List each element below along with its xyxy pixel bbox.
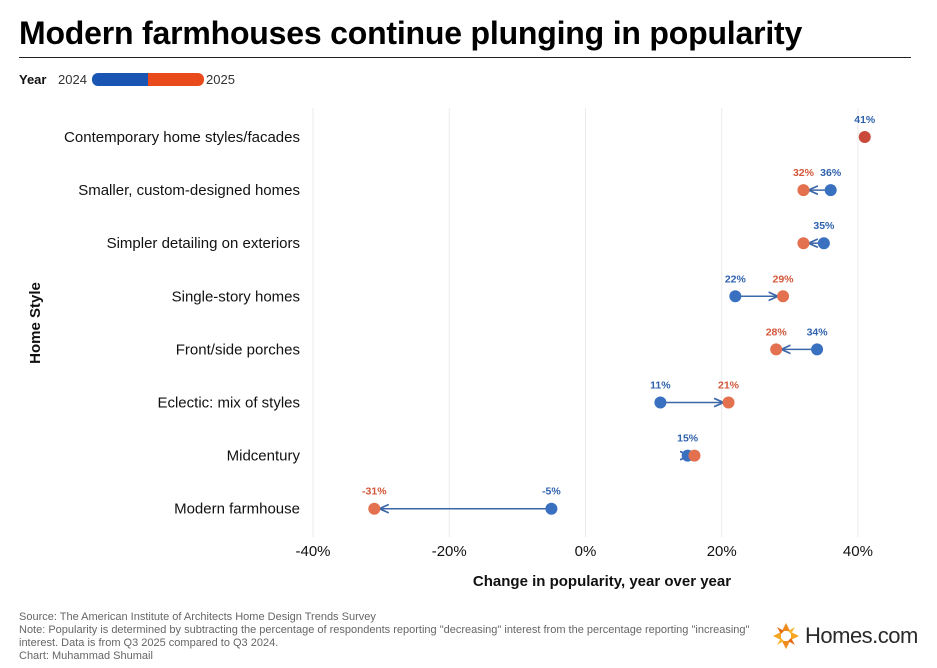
data-label-2024: 22%: [725, 273, 747, 285]
x-tick-label: 40%: [843, 543, 873, 560]
point-2025: [688, 449, 701, 462]
x-tick-label: -20%: [432, 543, 467, 560]
homes-com-logo-icon: [773, 623, 799, 649]
data-label-2024: -5%: [542, 486, 561, 498]
chart-credit: Chart: Muhammad Shumail: [19, 650, 153, 662]
legend-label-2025: 2025: [206, 72, 235, 87]
data-label-2025: 32%: [793, 167, 815, 179]
point-2024: [824, 184, 837, 197]
point-2025: [858, 131, 871, 143]
y-category-label: Eclectic: mix of styles: [157, 395, 300, 412]
data-label-2025: 41%: [854, 114, 876, 126]
y-category-label: Simpler detailing on exteriors: [107, 235, 300, 252]
data-label-2025: 29%: [773, 273, 795, 285]
y-category-label: Midcentury: [227, 448, 301, 465]
y-category-label: Contemporary home styles/facades: [64, 129, 300, 146]
point-2024: [817, 237, 830, 250]
data-label-2025: -31%: [362, 486, 387, 498]
logo-text: Homes.com: [805, 623, 918, 648]
data-label-2024: 35%: [813, 220, 835, 232]
data-label-2024: 34%: [807, 326, 829, 338]
legend-title: Year: [19, 72, 47, 87]
data-label-2024: 11%: [650, 380, 671, 392]
dumbbell-chart: -40% -20% 0% 20% 40% Change in popularity, ye…: [27, 108, 876, 590]
y-axis-title: Home Style: [27, 282, 44, 364]
footer: Source: The American Institute of Archit…: [19, 611, 759, 663]
legend-swatch-2025: [148, 73, 204, 86]
point-2025: [770, 343, 783, 356]
y-category-label: Front/side porches: [176, 341, 300, 358]
x-tick-label: 0%: [575, 543, 597, 560]
point-2024: [654, 396, 667, 409]
title-divider: [19, 57, 911, 58]
point-2025: [797, 184, 810, 197]
y-category-label: Single-story homes: [172, 288, 300, 305]
legend-label-2024: 2024: [58, 72, 87, 87]
point-2024: [545, 502, 558, 515]
method-note: Note: Popularity is determined by subtra…: [19, 624, 750, 649]
source-note: Source: The American Institute of Archit…: [19, 611, 376, 623]
data-label-2025: 28%: [766, 326, 788, 338]
y-category-label: Smaller, custom-designed homes: [78, 182, 300, 199]
data-label-2025: 21%: [718, 380, 740, 392]
x-tick-label: -40%: [295, 543, 330, 560]
point-2025: [797, 237, 810, 250]
point-2025: [368, 502, 381, 515]
y-category-label: Modern farmhouse: [174, 501, 300, 518]
point-2025: [722, 396, 735, 409]
data-label-2024: 36%: [820, 167, 842, 179]
legend-swatch-2024: [92, 73, 148, 86]
x-axis-title: Change in popularity, year over year: [473, 573, 731, 590]
point-2025: [777, 290, 790, 303]
x-tick-label: 20%: [707, 543, 737, 560]
point-2024: [811, 343, 824, 356]
chart-title: Modern farmhouses continue plunging in p…: [19, 15, 803, 51]
data-label-2024: 15%: [677, 433, 699, 445]
point-2024: [729, 290, 742, 303]
